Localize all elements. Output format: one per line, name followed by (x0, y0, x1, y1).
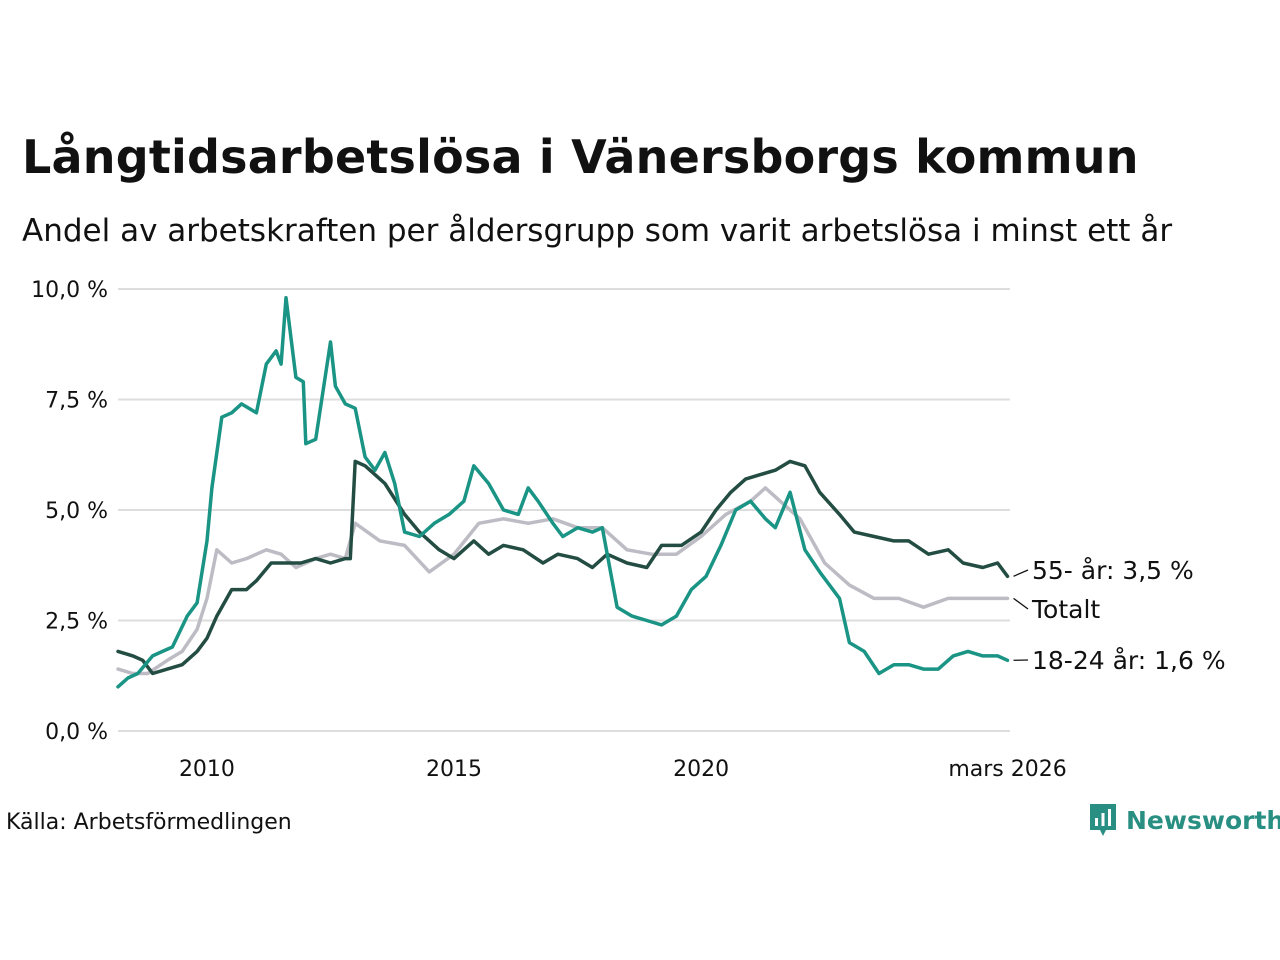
y-tick-label: 10,0 % (31, 278, 108, 303)
end-label-0: Totalt (1031, 595, 1100, 624)
series-lines (116, 296, 1010, 689)
y-tick-label: 0,0 % (45, 720, 108, 745)
y-axis-ticks: 0,0 % 2,5 % 5,0 % 7,5 % 10,0 % (31, 278, 108, 745)
series-line-1 (116, 459, 1010, 676)
chart-subtitle: Andel av arbetskraften per åldersgrupp s… (22, 213, 1173, 249)
end-label-2: 18-24 år: 1,6 % (1032, 646, 1226, 675)
chart-title: Långtidsarbetslösa i Vänersborgs kommun (22, 130, 1139, 184)
y-tick-label: 5,0 % (45, 499, 108, 524)
y-tick-label: 2,5 % (45, 610, 108, 635)
series-line-0 (116, 486, 1010, 676)
x-axis-ticks: 2010 2015 2020 mars 2026 (179, 757, 1067, 782)
end-label-1: 55- år: 3,5 % (1032, 556, 1194, 585)
series-line-2 (116, 296, 1010, 689)
y-tick-label: 7,5 % (45, 389, 108, 414)
source-note: Källa: Arbetsförmedlingen (6, 810, 292, 835)
end-label-leader (1013, 597, 1029, 610)
end-label-leader (1013, 569, 1029, 577)
x-tick-label: mars 2026 (948, 757, 1066, 782)
x-tick-label: 2020 (673, 757, 729, 782)
gridlines (118, 288, 1010, 732)
x-tick-label: 2010 (179, 757, 235, 782)
brand-logo: Newsworthy (1088, 802, 1280, 838)
newsworthy-logo-icon (1090, 804, 1116, 836)
brand-name: Newsworthy (1126, 805, 1280, 835)
x-tick-label: 2015 (426, 757, 482, 782)
end-labels: Totalt 55- år: 3,5 % 18-24 år: 1,6 % (1013, 556, 1226, 675)
